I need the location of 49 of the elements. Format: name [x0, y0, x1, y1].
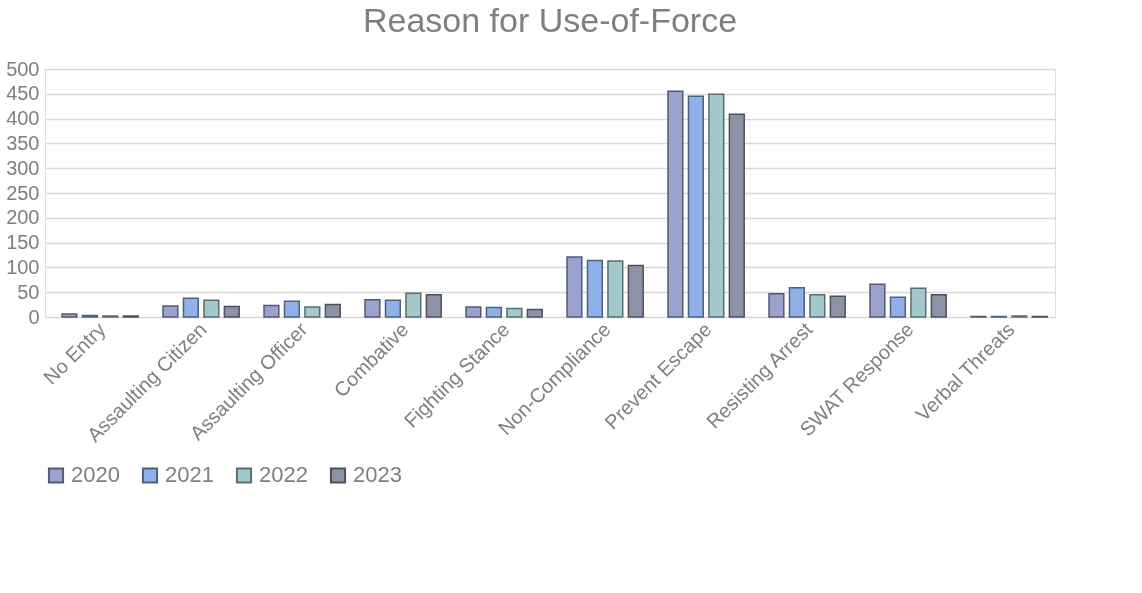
y-tick-label: 450	[6, 82, 40, 105]
bar	[263, 304, 280, 318]
bar	[627, 264, 644, 318]
legend-label: 2023	[353, 462, 402, 488]
legend-label: 2021	[165, 462, 214, 488]
bar	[304, 306, 321, 318]
bar	[708, 93, 725, 318]
bar	[586, 259, 604, 318]
bar	[162, 305, 179, 318]
bar	[384, 299, 402, 318]
y-tick-label: 300	[6, 156, 40, 179]
bar	[788, 286, 806, 318]
bar	[687, 95, 705, 318]
y-tick-label: 50	[17, 280, 40, 303]
bar	[869, 283, 886, 318]
bar	[203, 299, 220, 318]
bar	[182, 297, 200, 318]
bar	[566, 256, 583, 318]
bar	[910, 287, 927, 318]
bar	[809, 293, 826, 318]
bar	[465, 306, 482, 318]
bar	[768, 292, 785, 318]
y-tick-label: 0	[28, 305, 40, 328]
legend-label: 2020	[71, 462, 120, 488]
bar	[283, 300, 301, 318]
y-tick-label: 500	[6, 57, 40, 80]
bar	[324, 303, 341, 318]
bar	[223, 305, 240, 318]
bar	[667, 90, 684, 318]
y-tick-label: 250	[6, 181, 40, 204]
bar	[364, 298, 381, 318]
bar	[526, 308, 543, 318]
bar	[506, 307, 523, 318]
chart-title: Reason for Use-of-Force	[362, 1, 738, 39]
bar	[425, 293, 442, 318]
y-tick-label: 400	[6, 107, 40, 130]
y-tick-label: 100	[6, 255, 40, 278]
bar	[889, 296, 907, 318]
y-tick-label: 200	[6, 206, 40, 229]
bar	[405, 292, 422, 318]
bar	[728, 113, 745, 318]
bar	[607, 260, 624, 318]
bar	[829, 295, 846, 318]
bar	[61, 313, 78, 318]
legend-label: 2022	[259, 462, 308, 488]
y-tick-label: 150	[6, 231, 40, 254]
bar	[485, 306, 503, 318]
y-tick-label: 350	[6, 131, 40, 154]
bar	[930, 293, 947, 318]
